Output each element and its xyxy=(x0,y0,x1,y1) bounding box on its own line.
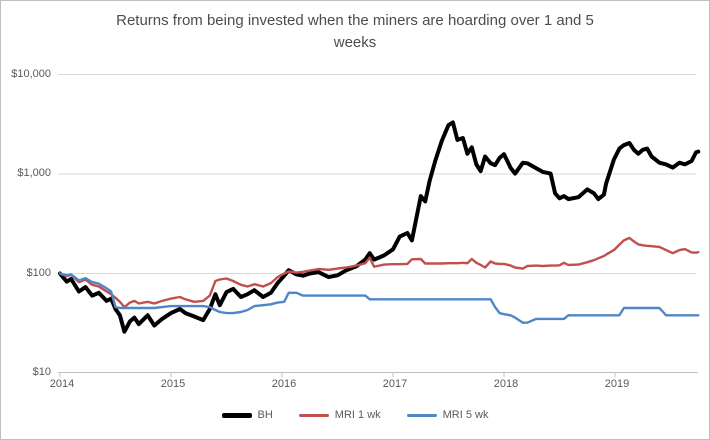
x-axis-tick-label: 2014 xyxy=(49,378,75,390)
chart-title-line2: weeks xyxy=(333,34,377,51)
series-line-bh xyxy=(58,120,701,334)
legend-item-mri-5wk: MRI 5 wk xyxy=(406,409,489,421)
legend-item-bh: BH xyxy=(221,409,273,421)
y-axis-tick-label: $1,000 xyxy=(17,167,51,179)
legend-swatch-mri-5wk xyxy=(406,413,437,417)
legend-label-mri-5wk: MRI 5 wk xyxy=(442,409,489,421)
y-axis-tick-label: $100 xyxy=(26,266,51,279)
legend-swatch-bh xyxy=(221,412,252,418)
legend-swatch-mri-1wk xyxy=(298,413,329,417)
x-axis-tick-label: 2015 xyxy=(160,378,186,390)
series-line-mri-1wk xyxy=(58,236,700,309)
x-axis-tick-label: 2017 xyxy=(382,378,408,390)
y-axis-tick-label: $10,000 xyxy=(11,67,51,80)
chart-title-line1: Returns from being invested when the min… xyxy=(116,12,594,29)
y-axis-tick-label: $10 xyxy=(32,366,51,378)
chart-title: Returns from being invested when the min… xyxy=(1,10,709,54)
legend-label-bh: BH xyxy=(257,409,273,421)
legend-label-mri-1wk: MRI 1 wk xyxy=(334,409,381,421)
legend-item-mri-1wk: MRI 1 wk xyxy=(298,409,381,421)
legend: BH MRI 1 wk MRI 5 wk xyxy=(1,409,709,421)
series-line-mri-5wk xyxy=(58,272,700,324)
x-axis-tick-label: 2016 xyxy=(271,378,297,390)
x-axis-tick-label: 2018 xyxy=(493,378,519,390)
x-axis-tick-label: 2019 xyxy=(604,378,630,390)
